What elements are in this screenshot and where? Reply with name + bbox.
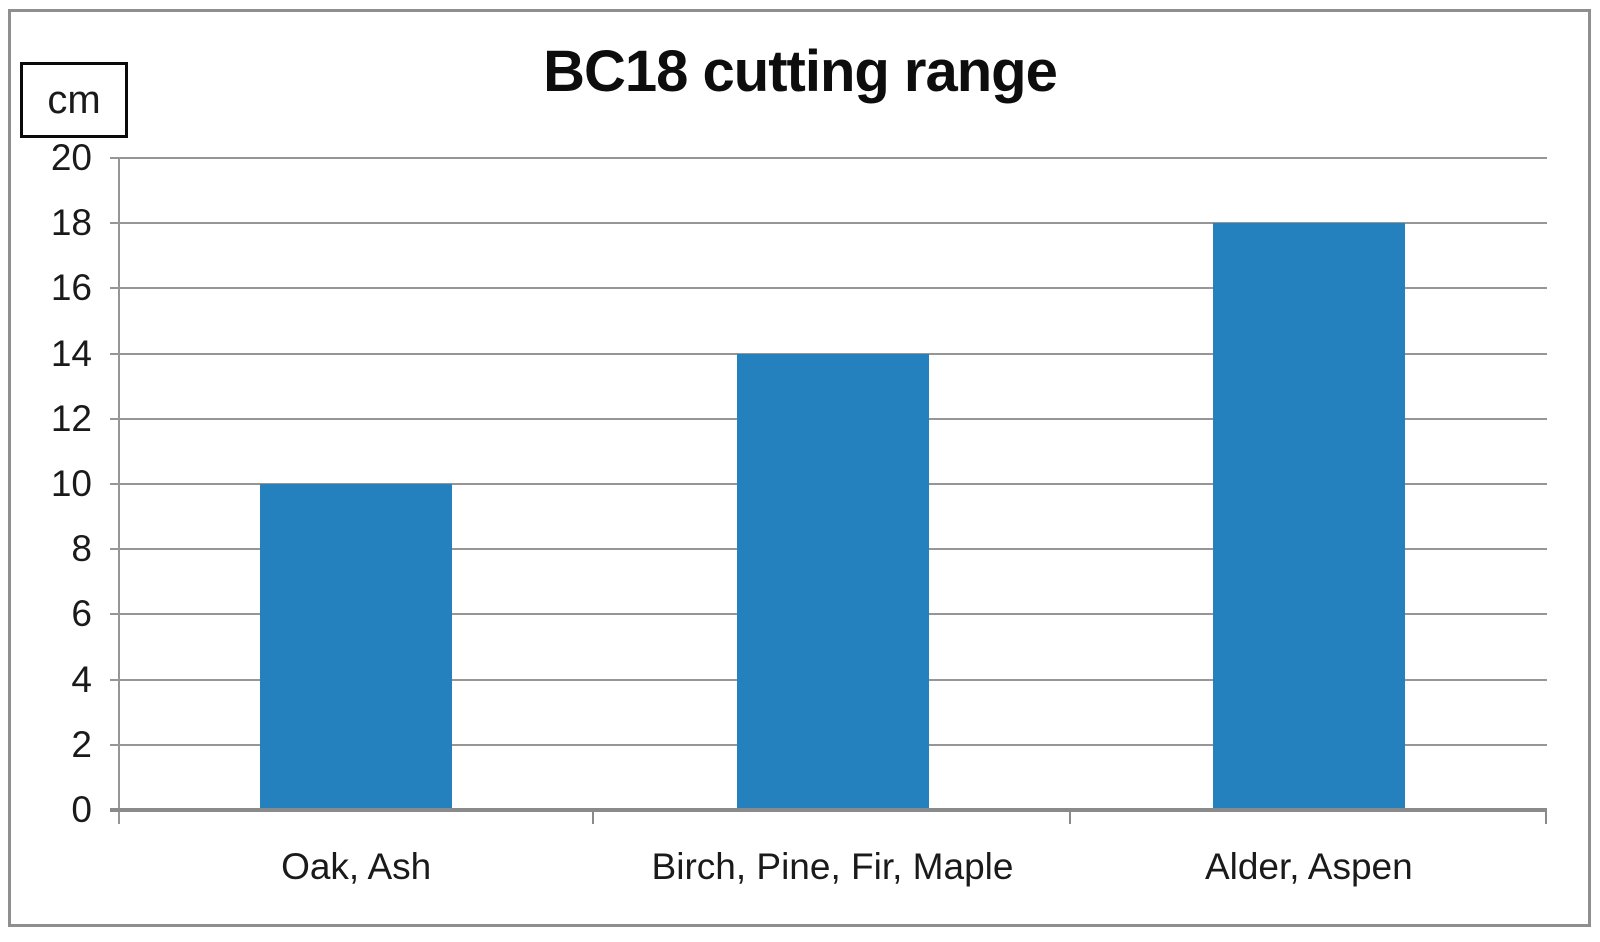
y-axis-tick-label: 2: [71, 723, 92, 765]
y-axis-tick-label: 16: [50, 267, 92, 309]
gridline-y-16: [110, 287, 1547, 290]
y-axis-tick-label: 4: [71, 658, 92, 700]
unit-label-box: cm: [20, 62, 128, 138]
bar-birch-pine-fir-maple: [736, 353, 929, 810]
y-axis-tick-label: 8: [71, 528, 92, 570]
bar-oak-ash: [260, 484, 453, 810]
gridline-y-20: [110, 157, 1547, 159]
x-axis-boundary-tick: [1068, 810, 1071, 824]
x-axis-category-label: Birch, Pine, Fir, Maple: [651, 846, 1014, 887]
y-axis-tick-label: 6: [71, 593, 92, 635]
x-axis-boundary-tick: [1545, 810, 1547, 824]
gridline-y-18: [110, 222, 1547, 225]
y-axis-tick-label: 12: [50, 397, 92, 439]
y-axis-tick-label: 20: [50, 137, 92, 178]
x-axis-boundary-tick: [592, 810, 595, 824]
y-axis-tick-label: 10: [50, 463, 92, 504]
y-axis-line: [118, 158, 120, 824]
chart-title: BC18 cutting range: [543, 39, 1058, 104]
unit-label: cm: [47, 77, 101, 122]
x-axis-category-label: Alder, Aspen: [1204, 846, 1413, 887]
x-axis-category-label: Oak, Ash: [281, 846, 432, 887]
y-axis-tick-label: 18: [50, 202, 92, 244]
y-axis-tick-label: 14: [50, 332, 92, 374]
bar-alder-aspen: [1212, 223, 1405, 810]
y-axis-tick-label: 0: [71, 789, 92, 830]
x-axis-line: [110, 808, 1547, 812]
